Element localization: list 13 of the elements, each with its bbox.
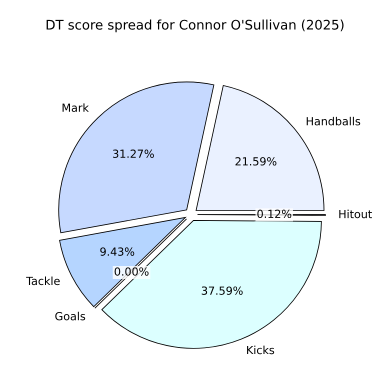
category-label: Goals <box>55 312 86 320</box>
slice-label: Mark <box>62 103 89 112</box>
data-label: 0.12% <box>257 210 292 218</box>
slice-label: Handballs <box>306 116 360 126</box>
text: 0.00% <box>114 267 149 276</box>
slice-label: Kicks <box>247 346 274 354</box>
data-label: 9.43% <box>100 247 134 256</box>
chart-title: DT score spread for Connor O'Sullivan (2025) <box>46 20 344 32</box>
slice-label: Tackle <box>26 276 60 286</box>
data-label: 37.59% <box>202 286 243 295</box>
slice-label: Hitout <box>339 210 372 218</box>
data-label: 21.59% <box>235 157 276 166</box>
data-label: 31.27% <box>112 150 154 158</box>
